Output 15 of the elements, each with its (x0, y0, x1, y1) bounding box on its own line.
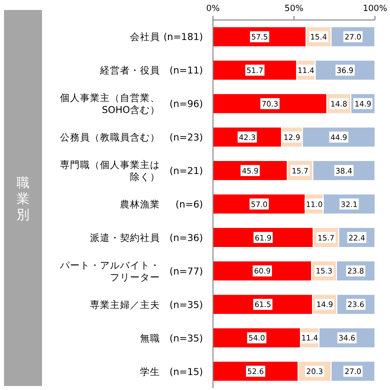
y-tick-label: 派遣・契約社員 (n=36) (90, 232, 203, 244)
y-tick-label: 個人事業主（自営業、SOHO含む） (n=96) (60, 92, 203, 116)
y-tick-label: 学生 (n=15) (140, 366, 203, 378)
x-tick-label: 0% (206, 4, 220, 14)
y-tick-label: 経営者・役員 (n=11) (99, 64, 203, 77)
y-tick-label: 公務員（教職員含む） (n=23) (60, 132, 203, 144)
category-label: 農林漁業 (n=6) (120, 200, 203, 210)
y-axis-title: 職業別 (16, 176, 30, 223)
y-tick-label: 専門職（個人事業主は除く） (n=21) (60, 159, 203, 184)
y-tick-label: 専業主婦／主夫 (n=35) (90, 298, 203, 311)
y-tick-label: 無職 (n=35) (140, 332, 203, 344)
y-tick-label: 会社員 (n=181) (130, 31, 203, 44)
y-tick-label: パート・アルバイト・フリーター (n=77) (59, 260, 203, 284)
x-tick-label: 50% (284, 4, 304, 14)
x-tick-label: 100% (362, 4, 388, 14)
